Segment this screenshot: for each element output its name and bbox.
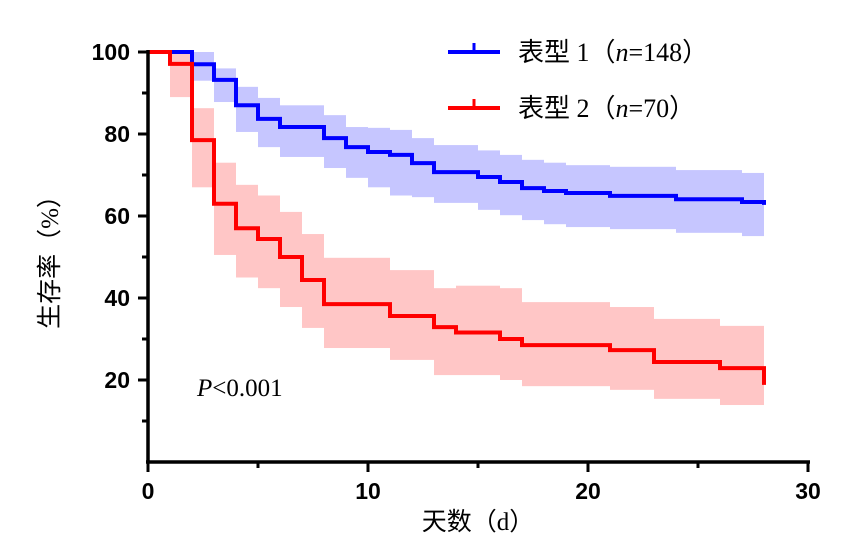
confidence-band-segment — [170, 52, 192, 98]
confidence-band-segment — [456, 285, 500, 376]
p-value-annotation: P<0.001 — [196, 375, 283, 402]
confidence-band-segment — [544, 162, 566, 225]
y-tick-label: 40 — [104, 285, 130, 311]
confidence-band-segment — [192, 108, 214, 188]
confidence-band-segment — [236, 86, 258, 132]
confidence-band-segment — [280, 211, 302, 308]
survival-curve-2 — [148, 50, 766, 385]
confidence-band-segment — [676, 170, 742, 233]
confidence-band-segment — [280, 105, 324, 157]
confidence-band-segment — [412, 138, 434, 198]
confidence-band-segment — [346, 127, 368, 178]
x-axis-label: 天数（d） — [422, 508, 535, 536]
confidence-band-segment — [192, 52, 214, 81]
confidence-band-segment — [368, 127, 390, 188]
confidence-band-segment — [258, 195, 280, 289]
legend-label-1: 表型 1（n=148） — [518, 38, 708, 67]
confidence-band-segment — [390, 129, 412, 196]
survival-curve-1 — [148, 50, 766, 205]
confidence-band-segment — [742, 172, 764, 237]
confidence-band-segment — [258, 97, 280, 148]
axes: 20 40 60 80 100 0 10 20 30 — [92, 39, 821, 504]
x-tick-label: 30 — [795, 478, 821, 504]
confidence-band-segment — [500, 288, 522, 380]
x-tick-label: 0 — [142, 478, 155, 504]
confidence-band-segment — [566, 165, 610, 228]
y-tick-label: 60 — [104, 203, 130, 229]
confidence-band-segment — [610, 166, 676, 230]
y-tick-label: 20 — [104, 367, 130, 393]
y-axis-label: 生存率（%） — [36, 183, 64, 329]
legend-label-2: 表型 2（n=70） — [518, 94, 695, 123]
legend: 表型 1（n=148） 表型 2（n=70） — [448, 38, 708, 123]
confidence-band-segment — [324, 115, 346, 169]
confidence-band-segment — [654, 318, 720, 399]
x-tick-label: 20 — [575, 478, 601, 504]
confidence-band-segment — [434, 288, 456, 376]
x-tick-label: 10 — [355, 478, 381, 504]
confidence-band-segment — [214, 68, 236, 103]
y-tick-label: 80 — [104, 121, 130, 147]
confidence-band-segment — [478, 150, 500, 210]
confidence-band-segment — [720, 325, 764, 406]
y-tick-label: 100 — [92, 39, 130, 65]
confidence-band-segment — [500, 154, 522, 216]
confidence-band-segment — [236, 184, 258, 278]
confidence-band-segment — [214, 162, 236, 255]
